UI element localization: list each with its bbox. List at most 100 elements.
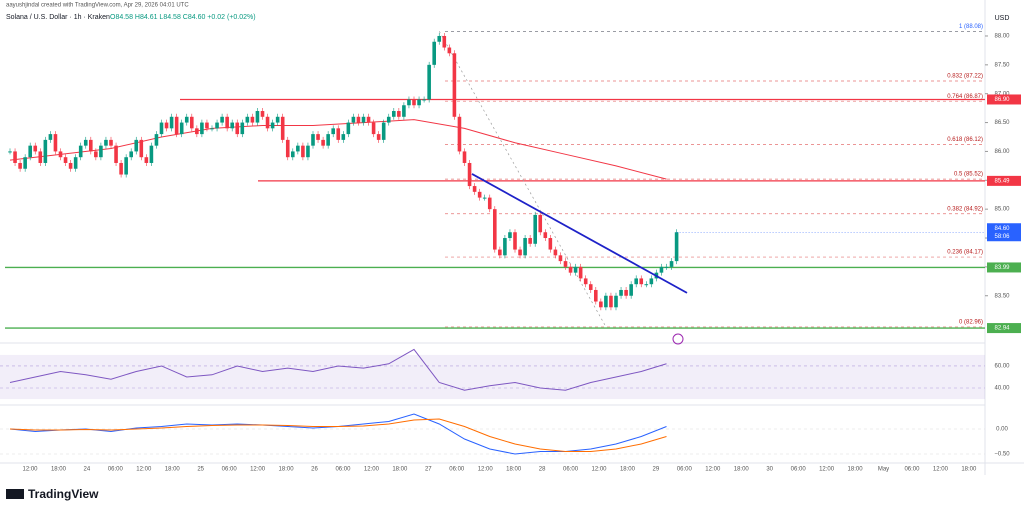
candle [63, 157, 68, 163]
candle [326, 134, 330, 146]
x-tick-label: 12:00 [364, 467, 380, 473]
x-tick-label: 06:00 [563, 467, 579, 473]
fib-label: 0.236 (84.17) [947, 250, 983, 256]
candle [164, 122, 169, 129]
candle [629, 284, 633, 296]
candle [386, 116, 391, 123]
x-tick-label: 06:00 [108, 467, 124, 473]
x-tick-label: 25 [197, 467, 204, 473]
candle [599, 301, 603, 308]
candle [482, 197, 487, 199]
candle [154, 134, 159, 146]
candle [669, 261, 674, 267]
last-price-label: 84.60 [994, 226, 1010, 232]
candle [109, 139, 113, 146]
x-tick-label: 06:00 [449, 467, 465, 473]
x-tick-label: 18:00 [848, 467, 864, 473]
candle [184, 116, 189, 123]
candle [493, 209, 497, 250]
candle [432, 41, 436, 65]
x-tick-label: 12:00 [478, 467, 494, 473]
x-tick-label: 18:00 [279, 467, 295, 473]
candle [78, 145, 83, 158]
event-icon[interactable] [672, 333, 684, 345]
candle [174, 116, 179, 135]
x-tick-label: 18:00 [506, 467, 522, 473]
candle [341, 134, 346, 140]
candle [48, 134, 53, 140]
y-tick-label: 83.50 [994, 293, 1010, 299]
candle [381, 122, 386, 140]
y-tick-label: 85.00 [994, 207, 1010, 213]
y-tick-label: 87.00 [994, 91, 1010, 97]
candle [225, 116, 229, 129]
x-tick-label: 06:00 [335, 467, 351, 473]
candle [296, 145, 300, 152]
candle [119, 162, 123, 175]
level-badge [987, 323, 1021, 334]
x-tick-label: 12:00 [591, 467, 607, 473]
y-tick-label: 86.00 [994, 149, 1010, 155]
candle [487, 197, 492, 210]
x-tick-label: 18:00 [392, 467, 408, 473]
x-tick-label: 12:00 [705, 467, 721, 473]
x-tick-label: 24 [84, 467, 91, 473]
candle [336, 128, 341, 140]
candle [240, 122, 245, 135]
candle [523, 238, 527, 256]
macd-signal [9, 418, 667, 452]
candle [255, 111, 260, 123]
candle [53, 134, 58, 152]
fib-label: 0.5 (85.52) [954, 172, 983, 178]
candle [8, 151, 12, 153]
candle [634, 278, 638, 285]
candle [356, 116, 361, 123]
rsi-tick-label: 40.00 [994, 386, 1010, 392]
x-tick-label: 18:00 [620, 467, 636, 473]
fib-label: 0 (82.96) [959, 319, 983, 325]
candle [18, 162, 22, 169]
candle [573, 266, 578, 273]
candle [447, 47, 452, 54]
candle [452, 53, 457, 117]
candle [321, 139, 325, 146]
symbol: Solana / U.S. Dollar · 1h · Kraken [6, 14, 110, 21]
trendline [471, 173, 688, 294]
candle [674, 232, 679, 262]
candle [659, 266, 664, 273]
candle [513, 232, 517, 250]
candle [33, 145, 38, 152]
candle [38, 151, 43, 163]
candle [28, 145, 32, 158]
candle [351, 116, 356, 123]
x-tick-label: 27 [425, 467, 432, 473]
candle [397, 111, 401, 117]
candle [472, 186, 477, 192]
candle [371, 122, 376, 135]
moving-average [9, 119, 667, 180]
candle [366, 116, 371, 123]
y-tick-label: 86.50 [994, 120, 1010, 126]
fib-label: 0.832 (87.22) [947, 74, 983, 80]
candle [210, 128, 214, 130]
x-tick-label: 06:00 [791, 467, 807, 473]
candle [245, 116, 250, 123]
candle [159, 122, 164, 135]
candle [195, 128, 199, 135]
candle [624, 289, 628, 296]
x-tick-label: 06:00 [222, 467, 238, 473]
fib-label: 1 (88.08) [959, 24, 983, 30]
x-tick-label: 18:00 [961, 467, 977, 473]
x-tick-label: 12:00 [933, 467, 949, 473]
candle [311, 134, 315, 146]
candle [83, 139, 88, 146]
candle [200, 122, 204, 135]
level-badge [987, 262, 1021, 273]
level-badge [987, 175, 1021, 186]
candle [644, 284, 649, 286]
x-tick-label: 18:00 [165, 467, 181, 473]
x-tick-label: 12:00 [819, 467, 835, 473]
candle [129, 151, 133, 158]
